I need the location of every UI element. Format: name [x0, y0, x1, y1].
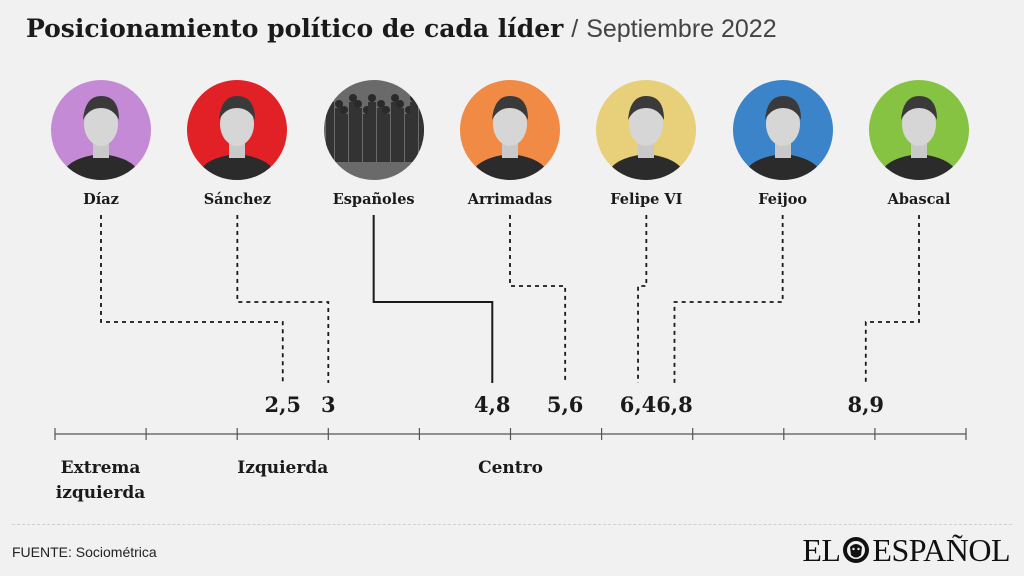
value-label-0: 2,5 — [264, 392, 302, 417]
connector-5 — [673, 215, 784, 383]
leader-photo-0 — [51, 80, 151, 180]
leader-name-4: Felipe VI — [610, 191, 683, 208]
footer-divider — [12, 524, 1012, 525]
leader-name-5: Feijoo — [758, 191, 808, 208]
leader-photo-4 — [596, 80, 697, 180]
scale-label-0: Extrema izquierda — [55, 458, 146, 503]
logo-text-right: ESPAÑOL — [872, 532, 1010, 568]
value-label-6: 8,9 — [847, 392, 885, 417]
leader-photo-5 — [732, 80, 833, 180]
connector-lines — [100, 215, 920, 383]
leader-name-1: Sánchez — [203, 191, 271, 208]
connector-4 — [637, 215, 648, 383]
connector-1 — [236, 215, 330, 383]
value-label-1: 3 — [320, 392, 336, 417]
value-label-3: 5,6 — [546, 392, 584, 417]
connector-0 — [100, 215, 284, 383]
leader-photo-6 — [869, 80, 969, 180]
el-espanol-logo[interactable]: EL ESPAÑOL — [802, 532, 1010, 569]
connector-2 — [372, 215, 494, 383]
x-axis — [54, 428, 967, 440]
title-subtitle: Septiembre 2022 — [586, 15, 777, 43]
leader-name-3: Arrimadas — [467, 191, 553, 208]
value-label-2: 4,8 — [473, 392, 511, 417]
title-separator: / — [571, 15, 579, 43]
chart-title: Posicionamiento político de cada líder /… — [26, 14, 777, 44]
title-main: Posicionamiento político de cada líder — [26, 14, 564, 43]
value-label-4: 6,4 — [619, 392, 657, 417]
leader-photo-3 — [460, 80, 560, 180]
lion-icon — [843, 537, 870, 563]
leader-name-0: Díaz — [83, 191, 119, 208]
scale-label-1: Izquierda — [237, 458, 329, 478]
leader-photo-2 — [323, 80, 424, 180]
connector-6 — [864, 215, 920, 383]
logo-text-left: EL — [802, 532, 841, 568]
scale-label-2: Centro — [478, 458, 543, 478]
leader-photo-1 — [187, 80, 288, 180]
source-note: FUENTE: Sociométrica — [12, 544, 157, 560]
value-label-5: 6,8 — [656, 392, 693, 417]
leader-name-6: Abascal — [887, 191, 951, 208]
connector-3 — [509, 215, 567, 383]
leader-name-2: Españoles — [332, 191, 415, 208]
